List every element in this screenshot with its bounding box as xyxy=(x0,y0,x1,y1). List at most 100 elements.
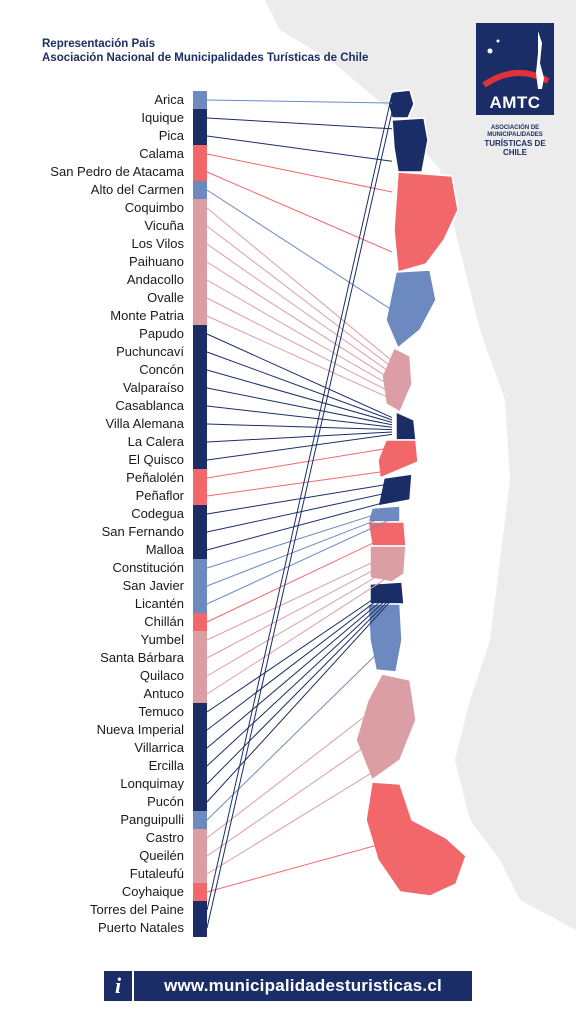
municipality-name: Malloa xyxy=(145,542,184,557)
connector-line xyxy=(206,135,393,162)
connector-line xyxy=(206,596,393,785)
color-bar-segment xyxy=(193,811,207,829)
municipality-name: Pucón xyxy=(147,794,184,809)
municipality-name: Queilén xyxy=(139,848,184,863)
color-bar-segment xyxy=(193,145,207,181)
connector-line xyxy=(206,171,393,253)
color-bar-segment xyxy=(193,109,207,145)
municipality-name: Los Vilos xyxy=(131,236,184,251)
municipality-name: La Calera xyxy=(127,434,184,449)
municipality-name: Futaleufú xyxy=(129,866,184,881)
municipality-name: Papudo xyxy=(139,326,184,341)
municipality-name: San Javier xyxy=(122,578,184,593)
map-region xyxy=(395,410,417,441)
connector-line xyxy=(206,552,393,641)
municipality-name: Alto del Carmen xyxy=(90,182,184,197)
municipality-name: Temuco xyxy=(138,704,184,719)
municipality-name: Peñaflor xyxy=(135,488,184,503)
municipality-name: Iquique xyxy=(141,110,184,125)
map-region xyxy=(367,505,401,523)
map-region xyxy=(381,346,413,414)
municipality-name: Coquimbo xyxy=(124,200,184,215)
map-region xyxy=(377,439,419,480)
connector-line xyxy=(206,499,393,551)
connector-line xyxy=(206,243,393,375)
connector-line xyxy=(206,469,393,497)
color-bar-segment xyxy=(193,91,207,109)
footer-banner[interactable]: i www.municipalidadesturisticas.cl xyxy=(104,971,472,1001)
page-header: Representación País Asociación Nacional … xyxy=(42,37,368,65)
municipality-name: Puerto Natales xyxy=(98,920,184,935)
connector-line xyxy=(206,759,393,875)
color-bar-segment xyxy=(193,829,207,883)
municipality-name: Villarrica xyxy=(134,740,184,755)
color-bar-segment xyxy=(193,613,207,631)
municipality-list: Arica Iquique Pica Calama San Pedro de Ataca… xyxy=(50,91,184,937)
map-region xyxy=(355,673,417,782)
connector-line xyxy=(206,423,393,431)
municipality-name: El Quisco xyxy=(128,452,184,467)
connector-line xyxy=(206,574,393,695)
map-region xyxy=(377,473,413,507)
connector-line xyxy=(206,99,393,104)
connector-line xyxy=(206,591,393,749)
connector-line xyxy=(206,387,393,426)
municipality-name: San Pedro de Atacama xyxy=(50,164,184,179)
connector-line xyxy=(206,518,393,605)
color-bar-segment xyxy=(193,199,207,325)
municipality-name: Panguipulli xyxy=(120,812,184,827)
municipality-name: Puchuncaví xyxy=(116,344,184,359)
connector-line xyxy=(206,593,393,767)
municipality-name: San Fernando xyxy=(101,524,184,539)
municipality-name: Andacollo xyxy=(126,272,184,287)
color-bar-segment xyxy=(193,631,207,703)
color-bar-segment xyxy=(193,559,207,613)
connector-line xyxy=(206,599,393,803)
color-bar-segment xyxy=(193,505,207,559)
connector-line xyxy=(206,225,393,368)
connector-line xyxy=(206,585,393,713)
connector-line xyxy=(206,369,393,423)
connector-line xyxy=(206,93,393,911)
connector-line xyxy=(206,111,393,929)
connector-line xyxy=(206,405,393,428)
connector-line xyxy=(206,491,393,533)
map-region xyxy=(387,89,415,119)
map-region xyxy=(393,171,459,273)
color-bar-segment xyxy=(193,901,207,937)
municipality-name: Santa Bárbara xyxy=(100,650,184,665)
connector-line xyxy=(206,567,393,677)
municipality-name: Quilaco xyxy=(139,668,184,683)
color-bar-segment xyxy=(193,703,207,811)
connector-line xyxy=(206,431,393,443)
municipality-name: Codegua xyxy=(131,506,184,521)
connector-line xyxy=(206,559,393,659)
municipality-name: Coyhaique xyxy=(121,884,184,899)
logo-badge: AMTC xyxy=(476,23,554,115)
connector-line xyxy=(206,433,393,461)
municipality-name: Yumbel xyxy=(140,632,184,647)
connector-line xyxy=(206,117,393,130)
municipality-name: Nueva Imperial xyxy=(96,722,184,737)
amtc-logo: AMTC ASOCIACIÓN DE MUNICIPALIDADES TURÍS… xyxy=(476,23,554,157)
connector-line xyxy=(206,508,393,569)
connector-line xyxy=(206,695,393,839)
connector-line xyxy=(206,447,393,479)
connector-line xyxy=(206,483,393,515)
connector-line xyxy=(206,261,393,381)
logo-caption-2: TURÍSTICAS DE CHILE xyxy=(484,139,546,157)
connector-line xyxy=(206,513,393,587)
municipality-name: Chillán xyxy=(144,614,184,629)
municipality-name: Vicuña xyxy=(144,218,184,233)
map-region xyxy=(365,781,467,897)
connector-line xyxy=(206,351,393,421)
logo-wordmark: AMTC xyxy=(489,93,541,112)
website-link[interactable]: www.municipalidadesturisticas.cl xyxy=(164,976,442,995)
color-bar-segment xyxy=(193,469,207,505)
municipality-name: Valparaíso xyxy=(122,380,184,395)
logo-emblem-icon xyxy=(482,31,550,89)
municipality-name: Torres del Paine xyxy=(90,902,184,917)
header-subtitle: Asociación Nacional de Municipalidades T… xyxy=(42,52,369,64)
connector-line xyxy=(206,315,393,400)
